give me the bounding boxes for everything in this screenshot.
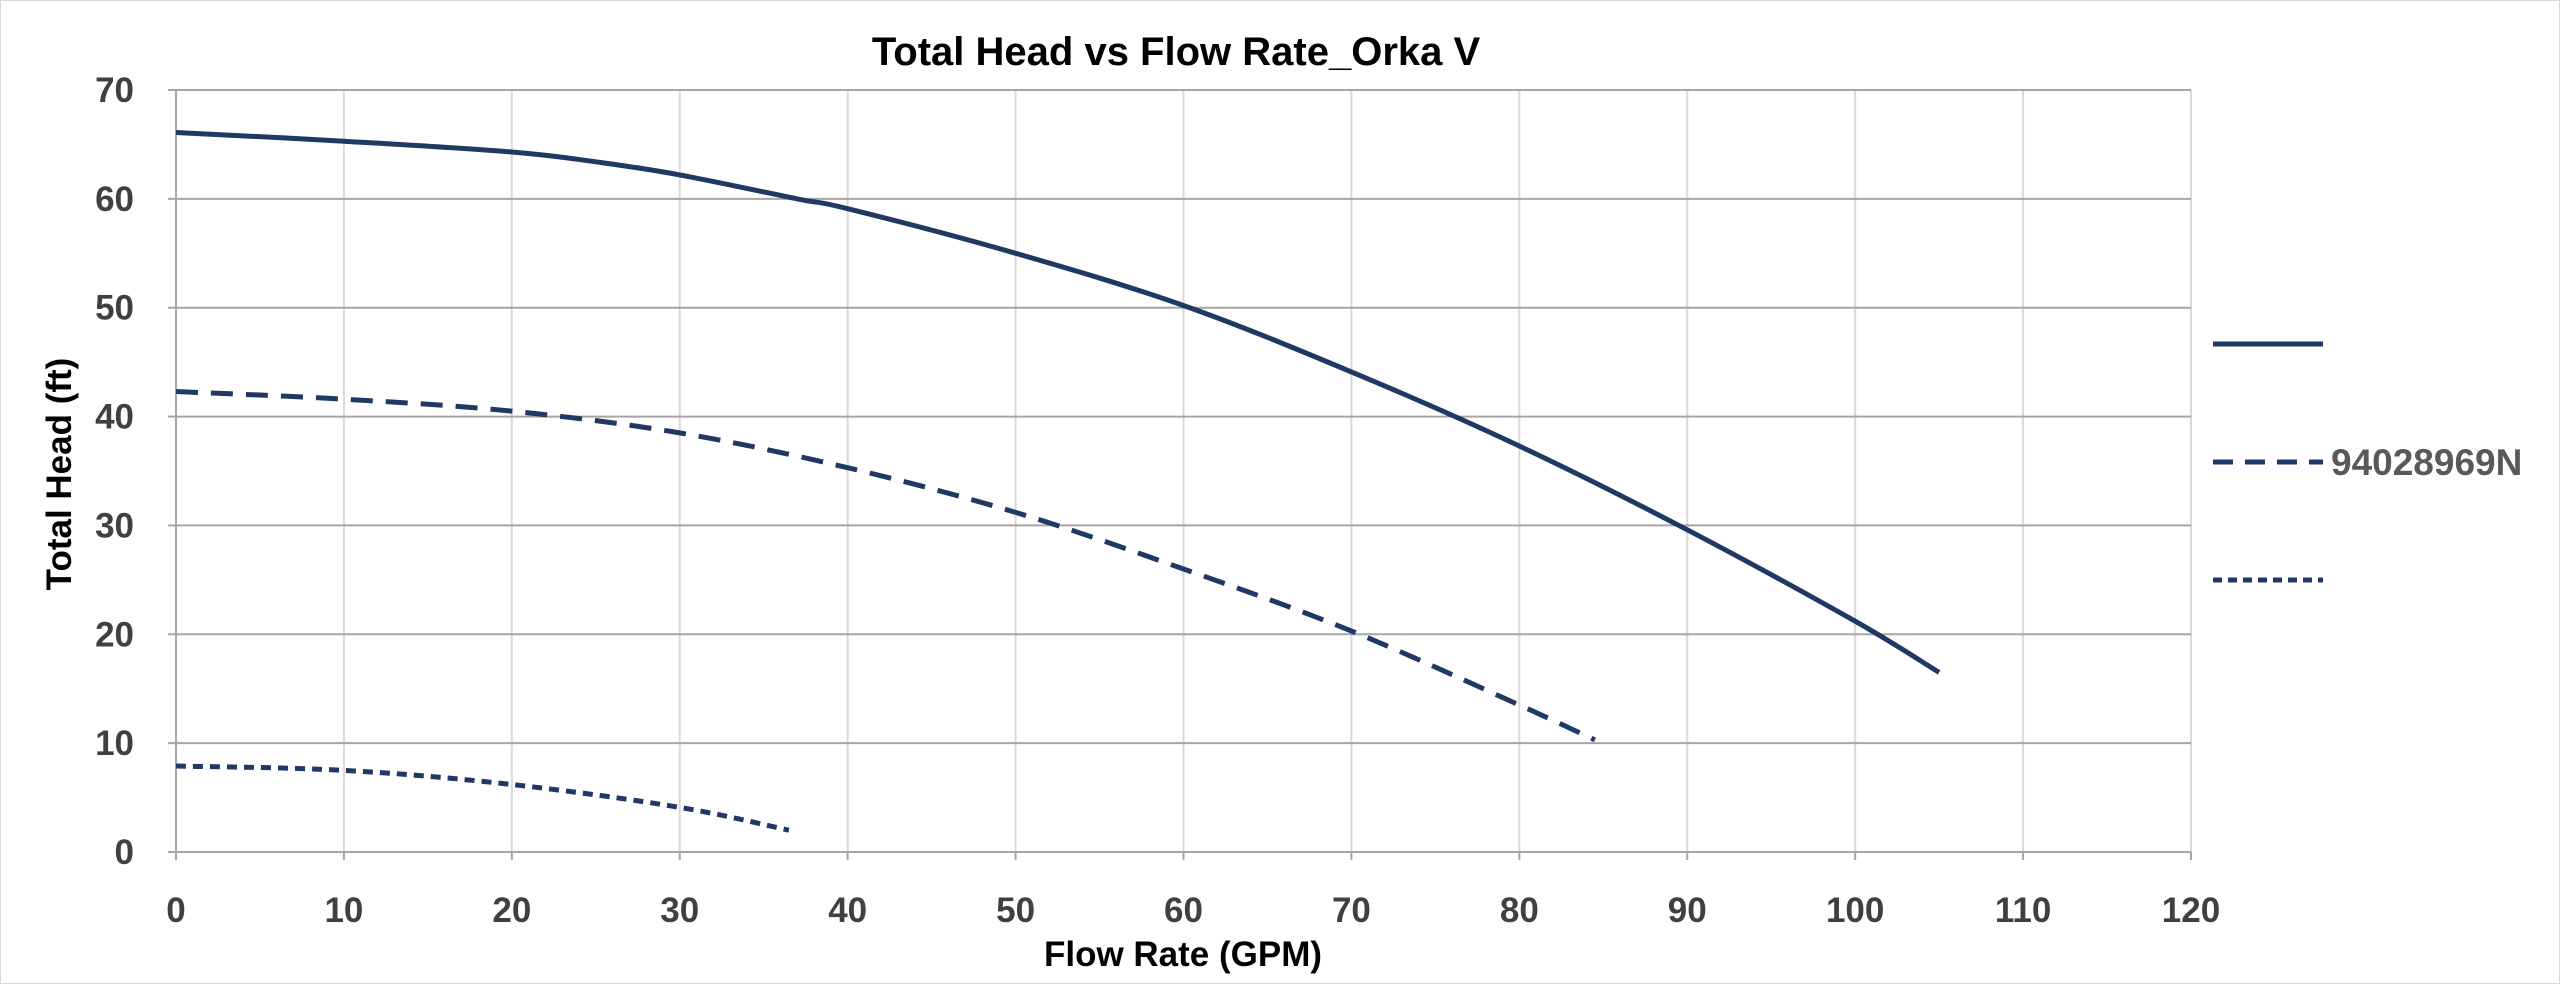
x-tick-label: 90 [1668, 891, 1707, 930]
x-tick-label: 0 [166, 891, 185, 930]
y-axis-title: Total Head (ft) [40, 358, 79, 591]
grid-layer [176, 89, 2192, 852]
y-tick-label: 50 [95, 289, 134, 328]
x-tick-label: 50 [996, 891, 1035, 930]
x-tick-label: 110 [1995, 891, 2051, 930]
y-tick-label: 20 [95, 615, 134, 654]
x-tick-label: 40 [828, 891, 867, 930]
y-tick-label: 70 [95, 71, 134, 110]
x-tick-label: 20 [492, 891, 531, 930]
x-tick-label: 10 [324, 891, 363, 930]
legend: 94028969N [2213, 341, 2522, 583]
chart-title: Total Head vs Flow Rate_Orka V [872, 30, 1481, 74]
x-tick-label: 80 [1500, 891, 1539, 930]
tick-layer: 0 10 20 30 40 50 60 70 80 90 100 110 120 0 10 20 30 40 50 6… [95, 71, 2220, 930]
series-line-solid [175, 130, 1941, 675]
y-tick-label: 40 [95, 398, 134, 437]
x-tick-label: 30 [660, 891, 699, 930]
x-tick-label: 60 [1164, 891, 1203, 930]
legend-label: 94028969N [2331, 442, 2522, 483]
y-tick-label: 10 [95, 724, 134, 763]
x-tick-label: 70 [1332, 891, 1371, 930]
x-axis-title: Flow Rate (GPM) [1044, 935, 1322, 974]
y-tick-label: 60 [95, 180, 134, 219]
series-layer [175, 130, 1941, 833]
y-tick-label: 0 [115, 833, 134, 872]
x-tick-label: 100 [1826, 891, 1884, 930]
series-line-dashed [175, 389, 1596, 743]
y-tick-label: 30 [95, 506, 134, 545]
series-line-dotted [175, 763, 790, 833]
axis-layer [168, 89, 2192, 860]
x-tick-label: 120 [2162, 891, 2220, 930]
